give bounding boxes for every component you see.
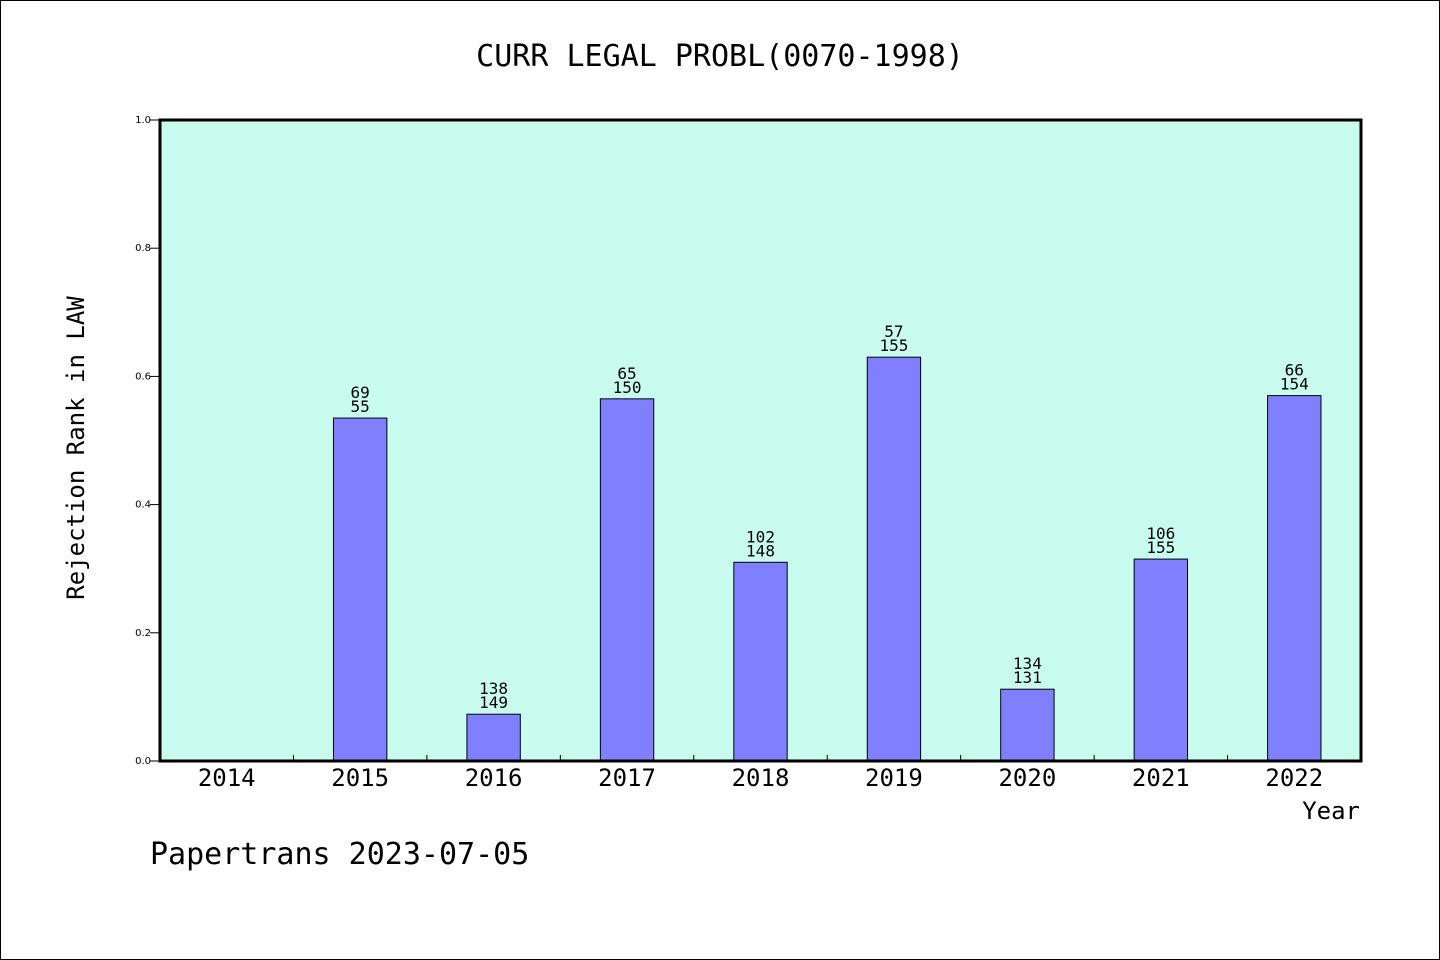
bar-label-top: 65 xyxy=(617,364,636,383)
y-tick-label: 0.4 xyxy=(135,500,151,511)
y-axis: 0.0 0.2 0.4 0.6 0.8 1.0 xyxy=(135,115,160,767)
x-axis-label: Year xyxy=(1302,797,1360,825)
y-tick-label: 0.6 xyxy=(135,371,151,382)
bar-label-bottom: 148 xyxy=(746,541,775,560)
bar xyxy=(866,356,922,762)
bar-label-bottom: 154 xyxy=(1280,375,1309,394)
bars-group xyxy=(332,356,1322,762)
y-tick-label: 0.8 xyxy=(135,243,151,254)
x-axis: 2014 2015 2016 2017 2018 2019 2020 2021 2022 xyxy=(198,755,1323,792)
bar xyxy=(466,713,521,762)
x-tick-label: 2017 xyxy=(598,764,656,792)
chart-title: CURR LEGAL PROBL(0070-1998) xyxy=(476,39,964,74)
y-axis-label: Rejection Rank in LAW xyxy=(62,296,90,600)
plot-border xyxy=(158,118,1363,763)
bar xyxy=(1000,688,1055,762)
bar xyxy=(599,398,655,762)
x-tick-label: 2022 xyxy=(1265,764,1323,792)
y-tick-label: 0.0 xyxy=(135,756,151,767)
bar-label-top: 134 xyxy=(1013,654,1042,673)
bar-label-bottom: 155 xyxy=(879,336,908,355)
bar xyxy=(1133,558,1189,762)
x-tick-label: 2016 xyxy=(465,764,523,792)
x-tick-label: 2019 xyxy=(865,764,923,792)
x-tick-label: 2018 xyxy=(732,764,790,792)
bar-label-bottom: 55 xyxy=(351,397,370,416)
bar-label-bottom: 131 xyxy=(1013,668,1042,687)
bar-labels-group: 6955138149651501021485715513413110615566… xyxy=(351,322,1309,712)
bar-label-top: 138 xyxy=(479,679,508,698)
bar-label-top: 69 xyxy=(351,383,370,402)
bar-label-bottom: 150 xyxy=(613,378,642,397)
bar-label-top: 102 xyxy=(746,527,775,546)
bar-label-top: 57 xyxy=(884,322,903,341)
x-tick-label: 2014 xyxy=(198,764,256,792)
x-tick-label: 2015 xyxy=(331,764,389,792)
bar xyxy=(1267,395,1322,762)
bar-label-top: 106 xyxy=(1146,524,1175,543)
bar-label-top: 66 xyxy=(1285,361,1304,380)
bar-label-bottom: 149 xyxy=(479,693,508,712)
bar xyxy=(733,561,788,762)
x-tick-label: 2020 xyxy=(998,764,1056,792)
y-tick-label: 1.0 xyxy=(135,115,151,126)
bar-label-bottom: 155 xyxy=(1146,538,1175,557)
bar xyxy=(332,417,388,762)
y-tick-label: 0.2 xyxy=(135,628,151,639)
x-tick-label: 2021 xyxy=(1132,764,1190,792)
footer-text: Papertrans 2023-07-05 xyxy=(150,837,529,872)
